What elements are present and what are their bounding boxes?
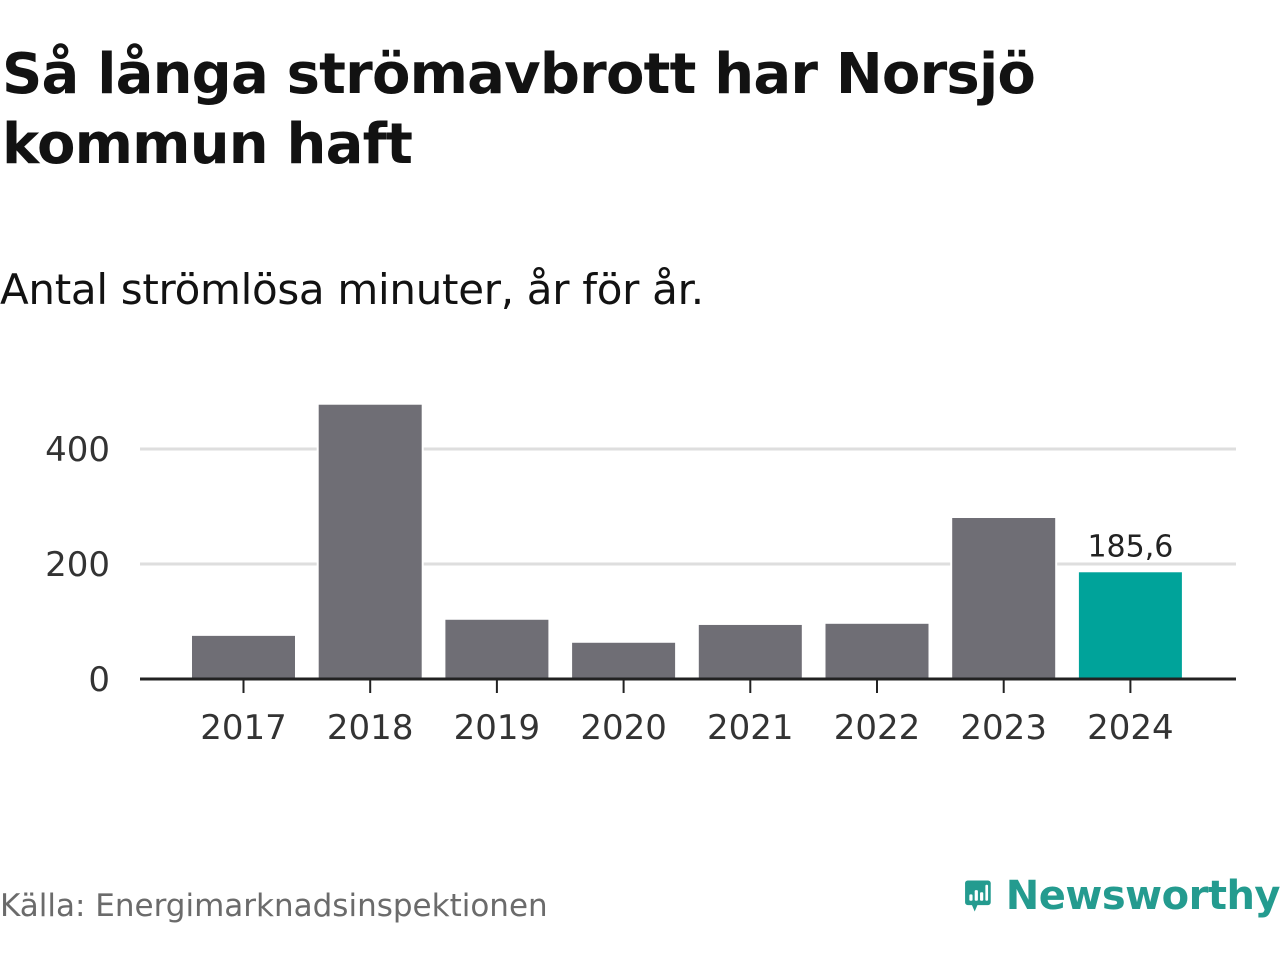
bar-2020: [570, 640, 678, 681]
x-tick-label: 2022: [834, 708, 921, 748]
bar-chart: 0 200 400 2017 2018 2019 2020 2021 2022 2023 2024 1…: [45, 402, 1236, 748]
chart-speech-bubble-icon: [965, 880, 991, 912]
newsworthy-logo[interactable]: Newsworthy: [964, 864, 1280, 928]
x-tick-label: 2019: [454, 708, 541, 748]
bar-layer: [190, 402, 1184, 682]
y-tick-label: 200: [45, 545, 110, 585]
x-tick-label: 2018: [327, 708, 414, 748]
bar-2019: [443, 617, 551, 681]
grid-layer: [140, 447, 1236, 566]
x-tick-label: 2020: [580, 708, 667, 748]
y-tick-label: 400: [45, 430, 110, 470]
label-layer: 0 200 400 2017 2018 2019 2020 2021 2022 2023 2024 1…: [45, 430, 1174, 748]
source-note: Källa: Energimarknadsinspektionen: [0, 888, 548, 924]
chart-title: Så långa strömavbrott har Norsjö kommun …: [2, 42, 1036, 177]
brand-name: Newsworthy: [1005, 873, 1280, 919]
bar-2017: [190, 633, 297, 681]
data-label-2024: 185,6: [1087, 529, 1173, 564]
bar-2022: [823, 621, 931, 681]
x-tick-label: 2024: [1087, 708, 1174, 748]
chart-subtitle: Antal strömlösa minuter, år för år.: [0, 265, 704, 314]
axis-layer: [140, 677, 1236, 693]
x-tick-label: 2023: [960, 708, 1047, 748]
y-tick-label: 0: [88, 660, 110, 700]
x-tick-label: 2017: [200, 708, 287, 748]
x-tick-label: 2021: [707, 708, 794, 748]
bar-2024: [1076, 570, 1184, 681]
bar-2023: [950, 516, 1058, 681]
bar-2021: [696, 622, 804, 682]
bar-2018: [316, 402, 424, 681]
